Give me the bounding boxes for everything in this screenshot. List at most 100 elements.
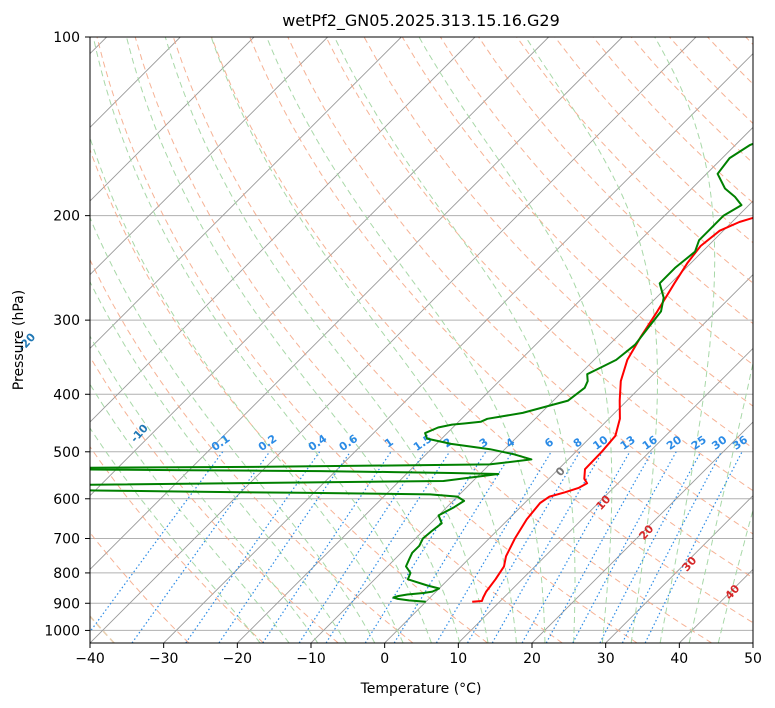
- mixing-ratio-line: [131, 451, 271, 643]
- temperature-profile: [472, 216, 753, 603]
- moist-adiabat: [717, 508, 753, 643]
- dry-adiabat: [90, 258, 414, 643]
- mixing-ratio-label: 16: [640, 433, 660, 453]
- moist-adiabat-label: 0: [553, 464, 568, 479]
- x-tick-label: 30: [597, 651, 615, 667]
- mixing-ratio-line: [185, 451, 321, 643]
- mixing-ratio-label: 36: [730, 433, 750, 453]
- dry-adiabat: [96, 37, 563, 643]
- mixing-ratio-label: 6: [542, 435, 556, 450]
- background-line-labels: 0.10.20.40.611.52346810131620253036-100-…: [15, 330, 750, 602]
- y-tick-label: 100: [53, 30, 80, 46]
- y-tick-label: 200: [53, 209, 80, 225]
- x-tick-label: 20: [523, 651, 541, 667]
- mixing-ratio-label: 1: [382, 435, 396, 450]
- moist-adiabat: [654, 37, 716, 643]
- mixing-ratio-label: 8: [571, 435, 585, 450]
- x-tick-label: 0: [380, 651, 389, 667]
- potential-temperature-label: -10: [128, 421, 151, 445]
- moist-adiabat-label: 40: [722, 582, 742, 602]
- moist-adiabat: [210, 37, 517, 643]
- dry-adiabat: [172, 37, 712, 643]
- y-tick-label: 800: [53, 566, 80, 582]
- mixing-ratio-line: [435, 451, 552, 643]
- mixing-ratio-line: [298, 451, 426, 643]
- mixing-ratio-line: [325, 451, 451, 643]
- moist-adiabat: [266, 37, 546, 643]
- mixing-ratio-label: 0.1: [209, 432, 232, 454]
- chart-title: wetPf2_GN05.2025.313.15.16.G29: [282, 11, 560, 31]
- moist-adiabat: [90, 383, 290, 643]
- x-tick-label: −10: [296, 651, 326, 667]
- isotherm-line: [237, 126, 753, 643]
- isotherm-line: [384, 274, 753, 643]
- mixing-ratio-label: 13: [618, 433, 638, 452]
- moist-adiabat: [90, 136, 404, 643]
- mixing-ratio-label: 0.6: [337, 432, 361, 454]
- dry-adiabat: [90, 148, 488, 643]
- mixing-ratio-line: [90, 451, 224, 633]
- plot-frame: [89, 36, 754, 644]
- mixing-ratio-label: 25: [689, 433, 709, 452]
- x-tick-label: 40: [670, 651, 688, 667]
- moist-adiabat: [418, 37, 613, 643]
- isotherm-line: [90, 37, 697, 643]
- moist-adiabat: [333, 37, 576, 643]
- mixing-ratio-label: 30: [709, 433, 729, 453]
- dewpoint-profile: [90, 142, 753, 603]
- y-tick-label: 300: [53, 313, 80, 329]
- isotherm-line: [458, 347, 753, 643]
- isotherm-line: [90, 37, 476, 423]
- isotherm-line: [90, 37, 623, 570]
- moist-adiabat: [90, 335, 319, 643]
- pressure-gridlines: [90, 36, 753, 631]
- moist-adiabat-label: 30: [679, 554, 699, 574]
- dry-adiabat: [90, 355, 339, 643]
- dry-adiabat: [592, 37, 753, 204]
- mixing-ratio-line: [218, 451, 351, 643]
- y-tick-label: 500: [53, 445, 80, 461]
- isotherm-line: [163, 53, 753, 643]
- dry-adiabat: [134, 37, 638, 643]
- y-axis-label: Pressure (hPa): [11, 290, 27, 390]
- dry-adiabat: [211, 37, 753, 624]
- mixing-ratio-line: [572, 451, 677, 643]
- moist-adiabat: [92, 37, 432, 643]
- dry-adiabat: [516, 37, 753, 284]
- y-tick-label: 700: [53, 532, 80, 548]
- moist-adiabat: [688, 360, 753, 643]
- dry-adiabat: [325, 37, 753, 492]
- profile-lines: [90, 142, 753, 603]
- moist-adiabat: [525, 37, 658, 643]
- isotherm-line: [90, 37, 402, 349]
- moist-adiabat: [90, 216, 376, 643]
- moist-adiabat: [90, 280, 347, 643]
- y-tick-label: 900: [53, 596, 80, 612]
- x-tick-label: −20: [223, 651, 253, 667]
- y-tick-label: 400: [53, 387, 80, 403]
- mixing-ratio-line: [521, 451, 631, 643]
- isotherm-line: [90, 37, 255, 202]
- isotherm-line: [605, 495, 753, 643]
- axes: −40 −30 −20 −10 0 10 20 30 40 5010020030040050060…: [44, 30, 762, 667]
- isotherm-line: [679, 568, 753, 643]
- x-tick-label: −30: [149, 651, 179, 667]
- moist-adiabat: [90, 427, 261, 643]
- mixing-ratio-line: [262, 451, 392, 643]
- mixing-ratio-line: [644, 451, 743, 643]
- dry-adiabat: [90, 445, 264, 643]
- moist-adiabat: [164, 37, 489, 643]
- mixing-ratio-label: 10: [590, 433, 610, 453]
- mixing-ratio-label: 0.4: [306, 432, 330, 454]
- dry-adiabat: [287, 37, 753, 535]
- x-tick-label: 10: [449, 651, 467, 667]
- y-tick-label: 1000: [44, 623, 80, 639]
- x-axis-label: Temperature (°C): [360, 681, 482, 697]
- mixing-ratio-line: [599, 451, 702, 643]
- mixing-ratio-label: 20: [664, 433, 684, 453]
- x-tick-label: −40: [75, 651, 105, 667]
- dry-adiabat: [745, 37, 753, 46]
- mixing-ratio-line: [545, 451, 653, 643]
- isotherm-line: [531, 421, 753, 643]
